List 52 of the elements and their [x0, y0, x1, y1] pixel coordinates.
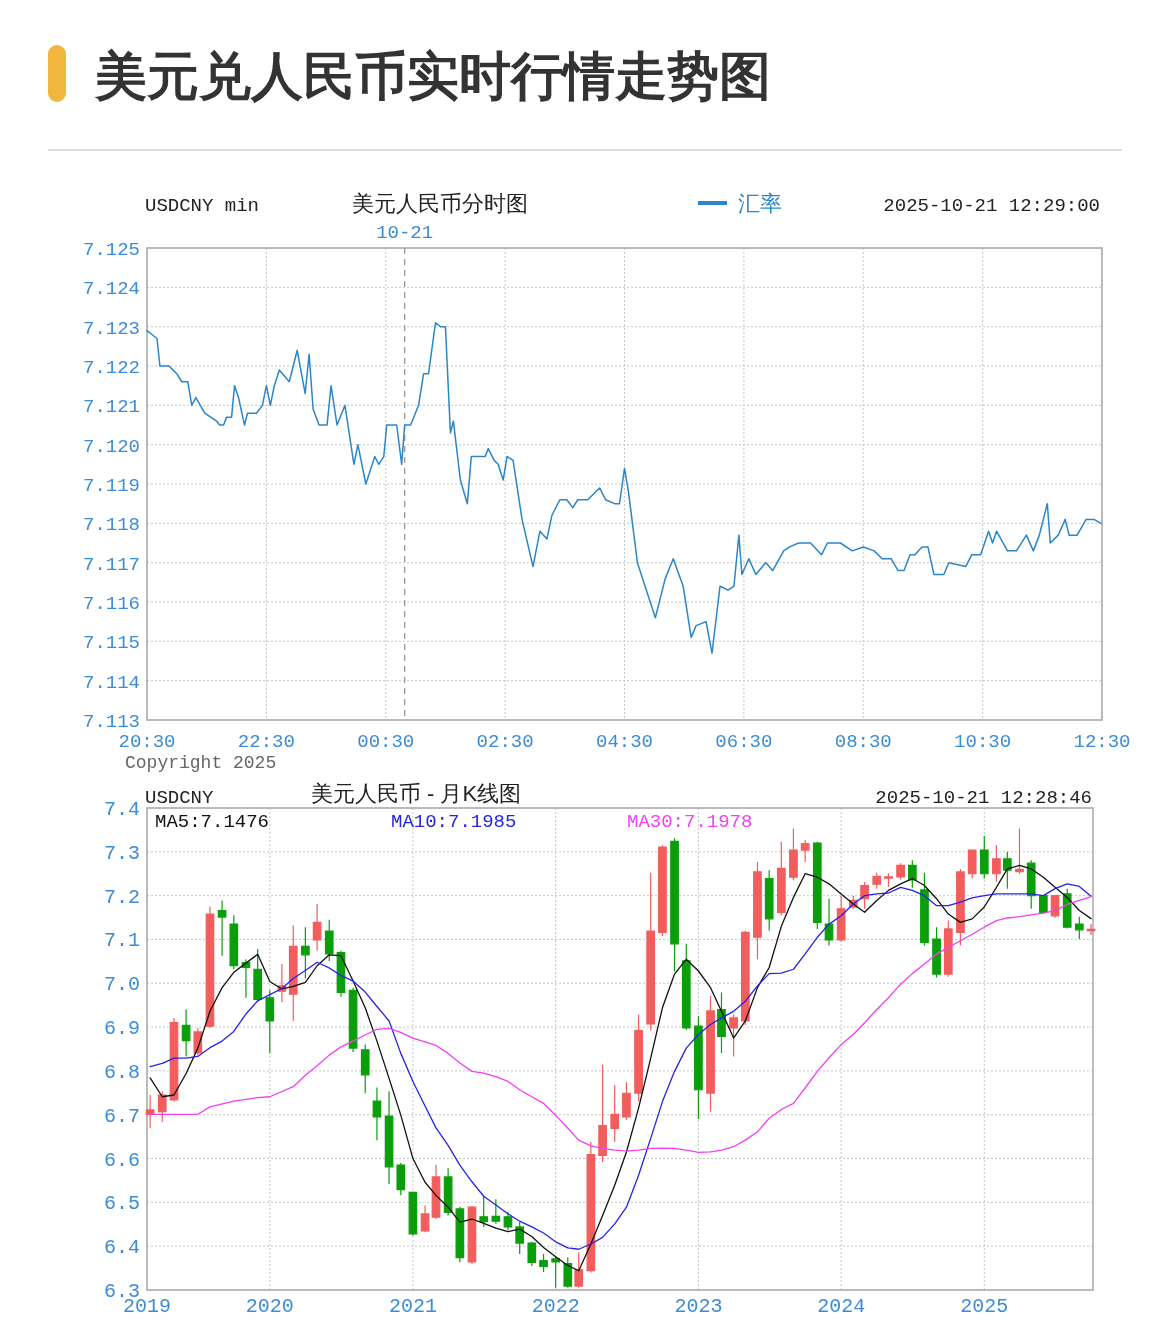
- xtick: 2023: [674, 1295, 723, 1318]
- xtick: 2022: [531, 1295, 580, 1318]
- xtick: 2021: [388, 1295, 437, 1318]
- legend-entry: MA10:7.1985: [391, 811, 517, 833]
- ytick: 7.4: [104, 798, 140, 821]
- xtick: 02:30: [476, 731, 534, 753]
- xtick: 10:30: [954, 731, 1012, 753]
- ytick: 6.8: [104, 1060, 140, 1084]
- ytick: 6.4: [104, 1236, 140, 1260]
- ytick: 6.7: [104, 1104, 140, 1128]
- ytick: 7.120: [83, 435, 140, 458]
- xtick: 2020: [245, 1295, 294, 1318]
- legend-entry: MA30:7.1978: [627, 811, 753, 833]
- ytick: 7.2: [104, 885, 140, 909]
- xtick: 08:30: [834, 731, 892, 753]
- ytick: 7.117: [83, 553, 140, 576]
- legend-entry: MA5:7.1476: [155, 811, 270, 833]
- xtick: 06:30: [715, 731, 773, 753]
- annotation: Copyright 2025: [125, 753, 277, 773]
- legend-entry: 汇率: [738, 191, 782, 216]
- ytick: 6.5: [104, 1192, 140, 1216]
- xtick: 2025: [960, 1295, 1009, 1318]
- title: 美元人民币 - 月K线图: [310, 781, 522, 806]
- annotation: USDCNY: [145, 787, 214, 809]
- ytick: 6.9: [104, 1017, 140, 1041]
- title: 美元兑人民币实时行情走势图: [95, 47, 771, 105]
- ytick: 6.6: [104, 1148, 140, 1172]
- annotation: USDCNY min: [145, 195, 260, 217]
- ytick: 7.114: [83, 671, 140, 694]
- ytick: 7.118: [83, 514, 140, 537]
- xtick: 12:30: [1073, 731, 1131, 753]
- ref-line-label: 10-21: [376, 222, 434, 244]
- title: 美元人民币分时图: [352, 191, 528, 216]
- annotation: 2025-10-21 12:29:00: [883, 195, 1100, 217]
- xtick: 2024: [817, 1295, 866, 1318]
- ytick: 7.125: [83, 239, 140, 261]
- ytick: 7.115: [83, 632, 140, 655]
- ytick: 7.113: [83, 711, 140, 733]
- xtick: 22:30: [237, 731, 295, 753]
- ytick: 7.123: [83, 317, 140, 340]
- xtick: 04:30: [596, 731, 653, 753]
- ytick: 7.119: [83, 475, 140, 497]
- ytick: 7.124: [83, 278, 140, 301]
- ytick: 7.0: [104, 973, 140, 997]
- ytick: 7.3: [104, 841, 140, 865]
- xtick: 00:30: [357, 731, 415, 753]
- ytick: 7.121: [83, 396, 140, 419]
- ytick: 7.122: [83, 357, 140, 379]
- annotation: 2025-10-21 12:28:46: [875, 787, 1092, 809]
- ytick: 7.116: [83, 593, 140, 615]
- ytick: 7.1: [104, 929, 140, 953]
- xtick: 20:30: [118, 731, 176, 753]
